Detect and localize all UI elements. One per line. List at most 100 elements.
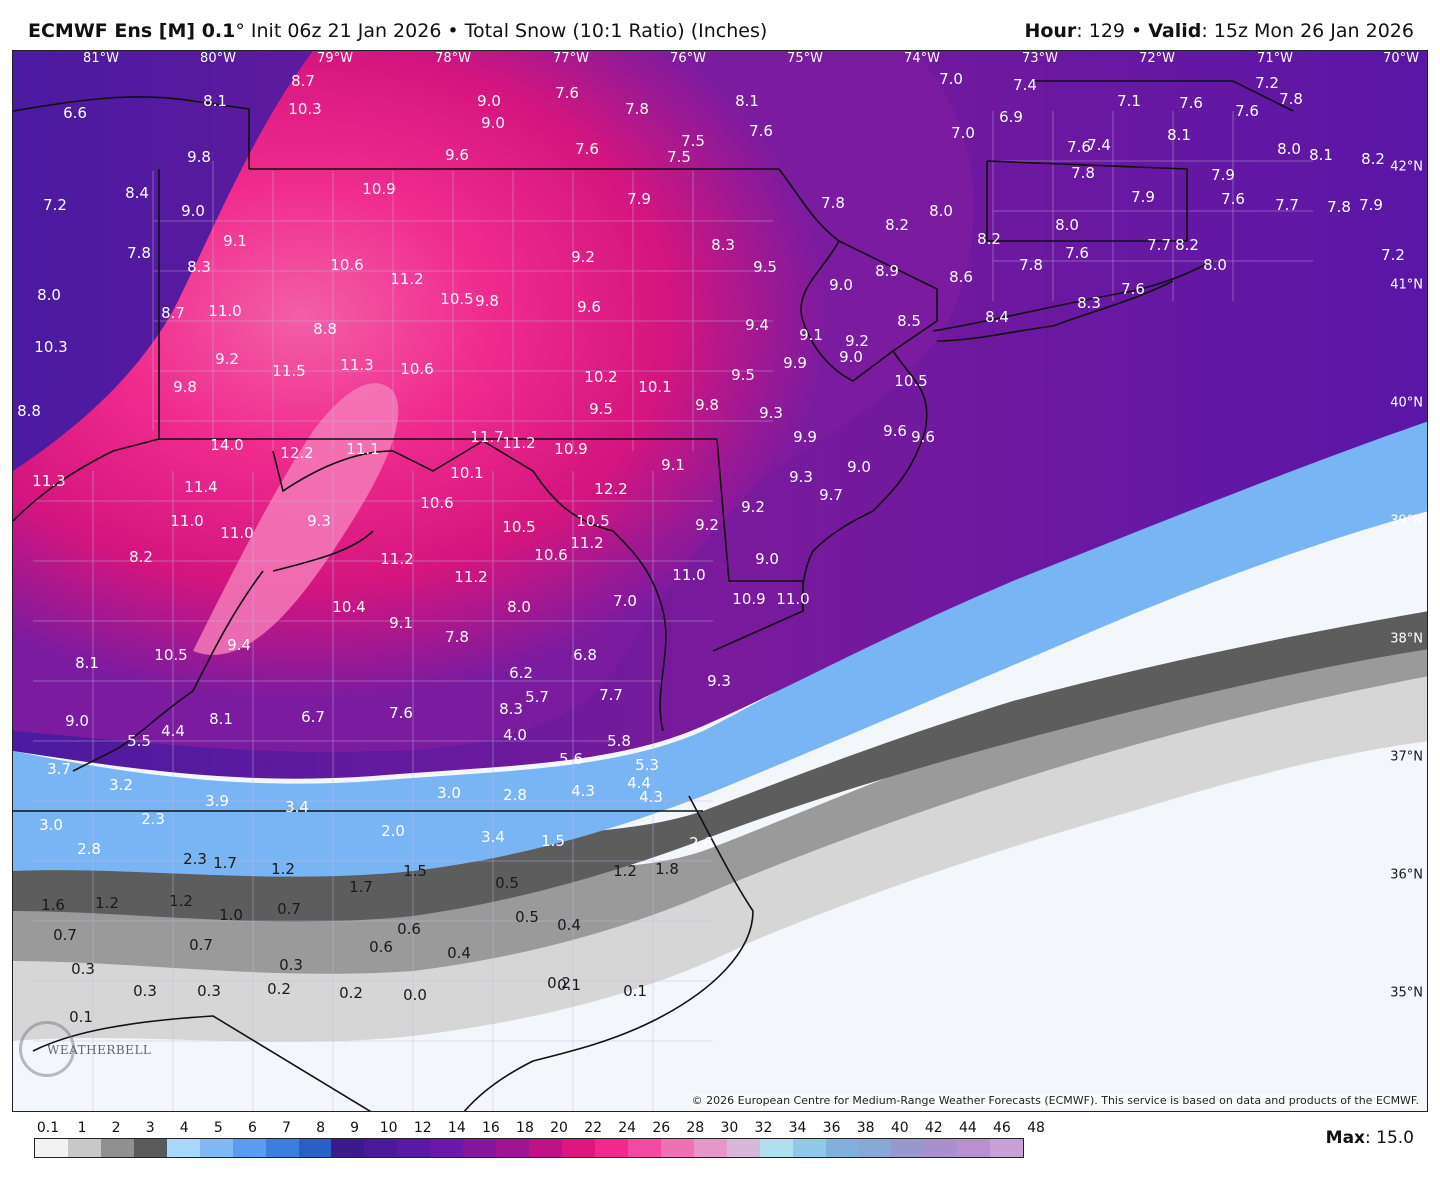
snowfall-value: 1.7 <box>213 854 237 872</box>
legend-tick: 40 <box>890 1120 909 1136</box>
snow-band-dark-gray <box>13 611 1427 922</box>
snowfall-value: 4.3 <box>639 788 663 806</box>
legend-swatch <box>100 1139 134 1157</box>
snowfall-value: 9.6 <box>883 422 907 440</box>
snowfall-value: 9.6 <box>445 146 469 164</box>
legend-swatch <box>496 1139 530 1157</box>
legend-tick: 46 <box>993 1120 1011 1136</box>
latitude-label: 40°N <box>1390 395 1423 411</box>
snowfall-value: 9.2 <box>695 516 719 534</box>
snowfall-value: 0.2 <box>339 984 363 1002</box>
snowfall-value: 11.2 <box>570 534 604 552</box>
legend-tick: 16 <box>481 1120 500 1136</box>
hour-label: Hour <box>1024 20 1077 42</box>
legend-swatch <box>430 1139 464 1157</box>
snowfall-value: 9.5 <box>731 366 755 384</box>
logo-swirl-icon <box>19 1021 75 1077</box>
snowfall-value: 9.6 <box>577 298 601 316</box>
snowfall-value: 9.6 <box>911 428 935 446</box>
legend-tick: 4 <box>179 1120 189 1136</box>
snowfall-value: 11.5 <box>272 362 306 380</box>
legend-swatch <box>990 1139 1024 1157</box>
legend-tick: 44 <box>958 1120 977 1136</box>
legend-tick: 12 <box>413 1120 432 1136</box>
snowfall-value: 11.2 <box>390 270 424 288</box>
legend-swatch <box>627 1139 661 1157</box>
snowfall-value: 0.4 <box>557 916 581 934</box>
state-borders <box>13 80 1294 1111</box>
snowfall-value: 9.4 <box>227 636 251 654</box>
snowfall-value: 7.0 <box>613 592 637 610</box>
snowfall-value: 10.9 <box>554 440 588 458</box>
legend-tick: 10 <box>379 1120 398 1136</box>
latitude-label: 36°N <box>1390 867 1423 883</box>
snowfall-value: 1.2 <box>271 860 295 878</box>
snowfall-value: 7.7 <box>599 686 623 704</box>
longitude-label: 75°W <box>787 51 823 66</box>
snowfall-value: 2.0 <box>381 822 405 840</box>
legend-tick: 14 <box>447 1120 466 1136</box>
bullet-separator: • <box>447 20 459 42</box>
longitude-label: 73°W <box>1022 51 1058 66</box>
snowfall-value: 14.0 <box>210 436 244 454</box>
legend-tick: 26 <box>652 1120 671 1136</box>
legend-color-bar <box>34 1138 1024 1158</box>
legend-swatch <box>199 1139 233 1157</box>
snowfall-value: 5.7 <box>525 688 549 706</box>
legend-swatch <box>660 1139 694 1157</box>
snowfall-value: 9.0 <box>829 276 853 294</box>
snowfall-value: 0.3 <box>71 960 95 978</box>
map-title: ECMWF Ens [M] 0.1° Init 06z 21 Jan 2026 •… <box>28 18 767 44</box>
snowfall-value: 0.0 <box>403 986 427 1004</box>
latitude-label: 39°N <box>1390 513 1423 529</box>
legend-swatch <box>759 1139 793 1157</box>
snowfall-value: 9.0 <box>477 92 501 110</box>
longitude-label: 74°W <box>904 51 940 66</box>
snowfall-value: 10.6 <box>420 494 454 512</box>
snowfall-value: 6.8 <box>573 646 597 664</box>
legend-swatch <box>529 1139 562 1157</box>
legend-swatch <box>594 1139 628 1157</box>
legend-tick: 32 <box>754 1120 773 1136</box>
snowfall-value: 8.0 <box>1203 256 1227 274</box>
legend-swatch <box>364 1139 398 1157</box>
snowfall-value: 9.1 <box>223 232 247 250</box>
snowfall-value: 0.6 <box>397 920 421 938</box>
legend-swatch <box>133 1139 167 1157</box>
color-legend: 0.1 1 2 3 4 5 6 7 8 9 10 12 14 16 18 20 22 24 26 28 30 32 34 36… <box>34 1120 1045 1162</box>
legend-swatch <box>858 1139 892 1157</box>
snowfall-value: 0.5 <box>515 908 539 926</box>
snowfall-value: 11.0 <box>208 302 242 320</box>
snowfall-value: 0.1 <box>623 982 647 1000</box>
snowfall-value: 6.7 <box>301 708 325 726</box>
snowfall-value: 7.2 <box>1255 74 1279 92</box>
legend-tick: 1 <box>77 1120 87 1136</box>
snowfall-value: 8.2 <box>129 548 153 566</box>
legend-swatch <box>562 1139 595 1157</box>
legend-swatch <box>463 1139 497 1157</box>
county-lines <box>33 111 1313 1111</box>
snowfall-value: 7.6 <box>555 84 579 102</box>
snowfall-value: 11.3 <box>340 356 374 374</box>
snowfall-value: 7.6 <box>1067 138 1091 156</box>
snowfall-value: 11.0 <box>220 524 254 542</box>
legend-tick: 8 <box>316 1120 326 1136</box>
snowfall-value: 9.1 <box>799 326 823 344</box>
snowfall-value: 5.8 <box>607 732 631 750</box>
snowfall-value: 3.2 <box>109 776 133 794</box>
valid-label: Valid <box>1148 20 1202 42</box>
legend-swatch <box>693 1139 727 1157</box>
snowfall-value: 1.0 <box>219 906 243 924</box>
snowfall-value: 7.8 <box>625 100 649 118</box>
snowfall-value: 7.6 <box>1221 190 1245 208</box>
max-number: : 15.0 <box>1365 1128 1414 1148</box>
logo-text: WEATHERBELL <box>47 1043 152 1057</box>
legend-tick: 24 <box>618 1120 637 1136</box>
longitude-label: 80°W <box>200 51 236 66</box>
snowfall-value: 10.5 <box>894 372 928 390</box>
snowfall-value: 2.8 <box>503 786 527 804</box>
latitude-label: 38°N <box>1390 631 1423 647</box>
snowfall-value: 9.0 <box>847 458 871 476</box>
snowfall-value: 7.7 <box>1147 236 1171 254</box>
snowfall-value: 10.6 <box>330 256 364 274</box>
